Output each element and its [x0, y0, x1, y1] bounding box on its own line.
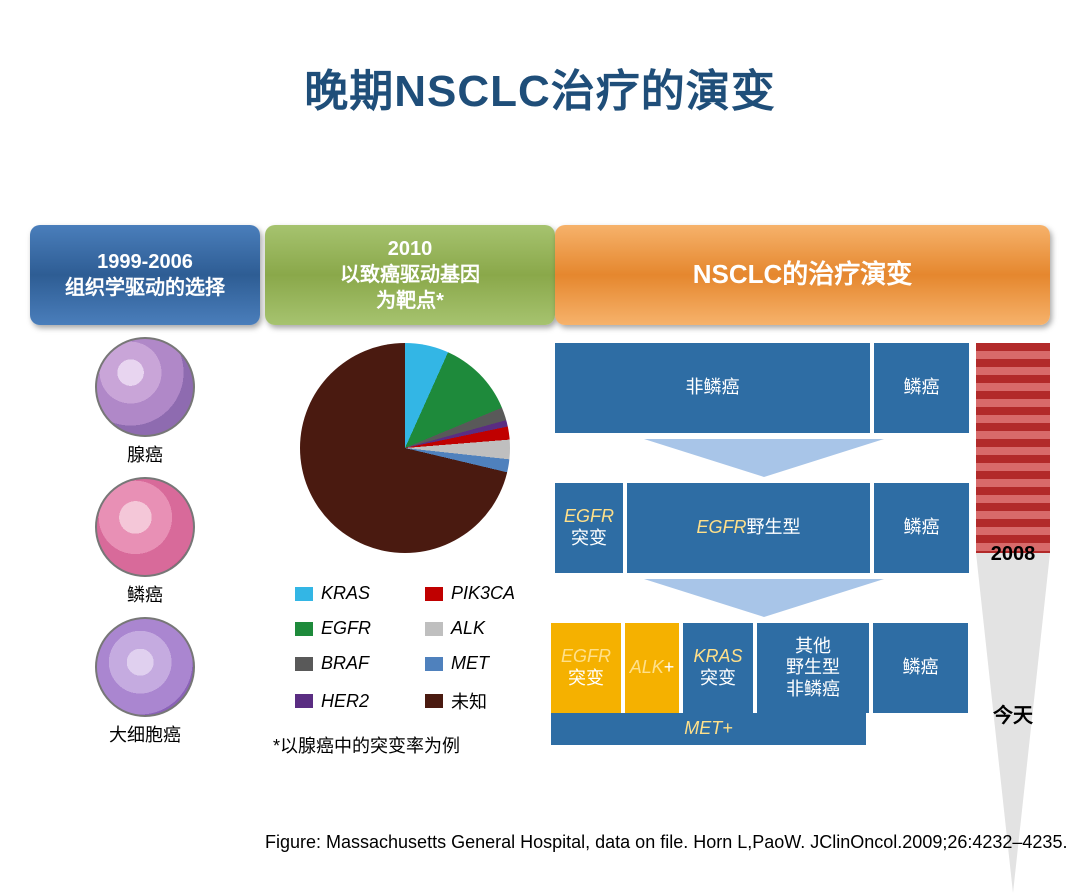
timeline: 2008 今天	[976, 343, 1050, 805]
col2-header: 2010 以致癌驱动基因 为靶点*	[265, 225, 555, 325]
col-histology: 1999-2006 组织学驱动的选择 腺癌 鳞癌 大细胞癌	[30, 225, 260, 805]
histology-image-squamous	[95, 477, 195, 577]
col2-header-line2: 以致癌驱动基因	[340, 262, 480, 288]
flow-box: EGFR突变	[555, 483, 623, 573]
legend-swatch	[425, 657, 443, 671]
legend-label: PIK3CA	[451, 583, 515, 604]
page-title: 晚期NSCLC治疗的演变	[0, 55, 1080, 119]
legend-item: ALK	[425, 618, 555, 639]
pie-graphic	[300, 343, 510, 553]
histology-label: 大细胞癌	[30, 721, 260, 747]
citation: Figure: Massachusetts General Hospital, …	[265, 832, 1070, 853]
evolution-flow: 非鳞癌鳞癌EGFR突变EGFR野生型鳞癌EGFR突变ALK+KRAS突变其他野生…	[555, 343, 972, 745]
legend-label: HER2	[321, 691, 369, 712]
flow-box: 非鳞癌	[555, 343, 870, 433]
timeline-gradient	[976, 343, 1050, 553]
flow-box: 鳞癌	[874, 483, 969, 573]
legend-label: ALK	[451, 618, 485, 639]
flow-box: 其他野生型非鳞癌	[757, 623, 869, 713]
legend-item: KRAS	[295, 583, 425, 604]
col-pie: 2010 以致癌驱动基因 为靶点* KRAS PIK3CA EGFR ALK BRAF M…	[265, 225, 555, 805]
legend-item: HER2	[295, 688, 425, 714]
flow-box: EGFR突变	[551, 623, 621, 713]
legend-swatch	[295, 622, 313, 636]
legend-swatch	[425, 694, 443, 708]
col1-header-line1: 1999-2006	[97, 249, 193, 275]
legend-item: 未知	[425, 688, 555, 714]
pie-chart	[300, 343, 520, 553]
pie-legend: KRAS PIK3CA EGFR ALK BRAF MET HER2 未知	[295, 583, 555, 714]
legend-label: EGFR	[321, 618, 371, 639]
histology-label: 腺癌	[30, 441, 260, 467]
histology-image-largecell	[95, 617, 195, 717]
timeline-label-top: 2008	[976, 543, 1050, 566]
legend-swatch	[425, 587, 443, 601]
col1-header-line2: 组织学驱动的选择	[65, 275, 225, 301]
legend-label: MET	[451, 653, 489, 674]
legend-label: KRAS	[321, 583, 370, 604]
timeline-label-bottom: 今天	[976, 699, 1050, 728]
legend-label: 未知	[451, 688, 487, 714]
legend-item: MET	[425, 653, 555, 674]
pie-footnote: *以腺癌中的突变率为例	[273, 732, 555, 758]
flow-box: KRAS突变	[683, 623, 753, 713]
col2-header-line3: 为靶点*	[376, 288, 444, 314]
flow-box: MET+	[551, 713, 866, 745]
col3-header-text: NSCLC的治疗演变	[693, 258, 913, 292]
legend-item: EGFR	[295, 618, 425, 639]
col2-header-line1: 2010	[388, 236, 433, 262]
legend-item: BRAF	[295, 653, 425, 674]
histology-list: 腺癌 鳞癌 大细胞癌	[30, 337, 260, 747]
flow-arrow-icon	[644, 439, 884, 477]
flow-box: EGFR野生型	[627, 483, 870, 573]
col-evolution: NSCLC的治疗演变 非鳞癌鳞癌EGFR突变EGFR野生型鳞癌EGFR突变ALK…	[555, 225, 1050, 805]
flow-arrow-icon	[644, 579, 884, 617]
legend-swatch	[295, 657, 313, 671]
legend-swatch	[295, 694, 313, 708]
col1-header: 1999-2006 组织学驱动的选择	[30, 225, 260, 325]
legend-label: BRAF	[321, 653, 369, 674]
flow-box: 鳞癌	[873, 623, 968, 713]
columns: 1999-2006 组织学驱动的选择 腺癌 鳞癌 大细胞癌 2010 以致癌驱动…	[30, 225, 1050, 805]
legend-item: PIK3CA	[425, 583, 555, 604]
flow-box: ALK+	[625, 623, 679, 713]
histology-label: 鳞癌	[30, 581, 260, 607]
flow-box: 鳞癌	[874, 343, 969, 433]
col3-header: NSCLC的治疗演变	[555, 225, 1050, 325]
legend-swatch	[295, 587, 313, 601]
histology-image-adeno	[95, 337, 195, 437]
legend-swatch	[425, 622, 443, 636]
